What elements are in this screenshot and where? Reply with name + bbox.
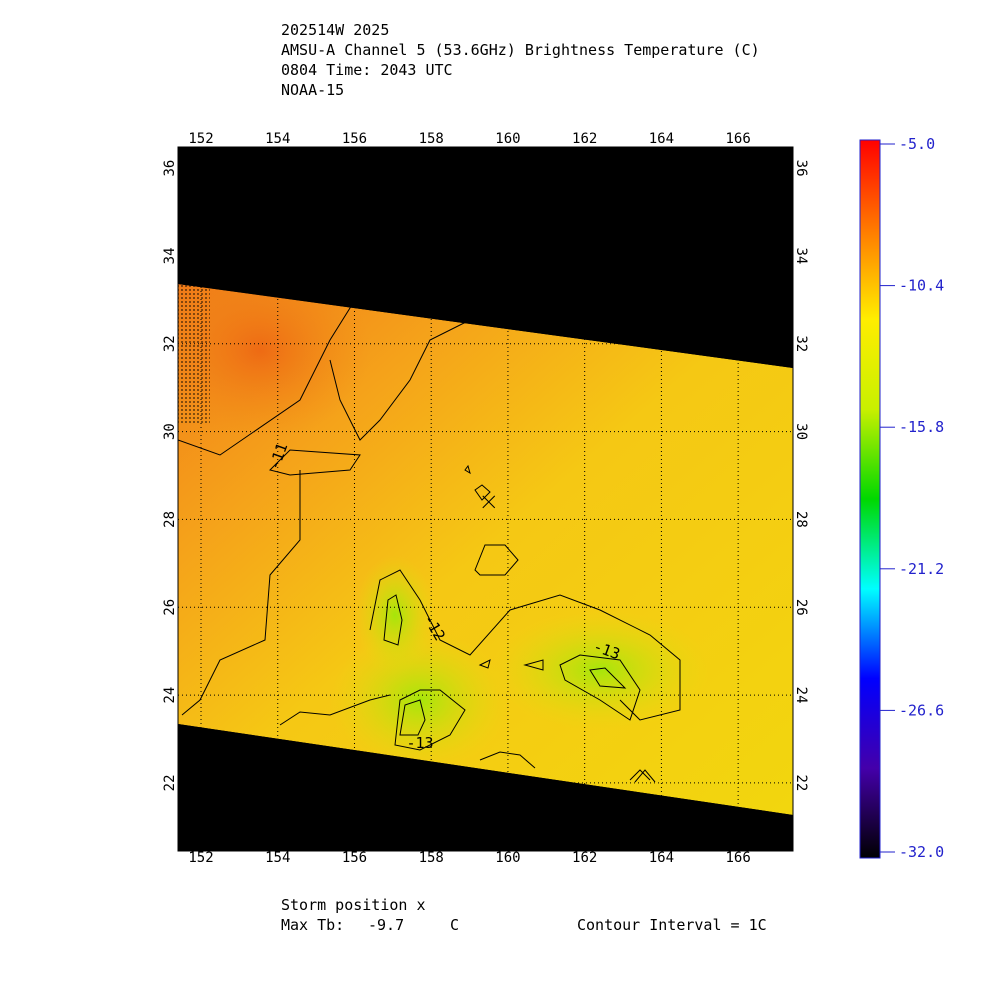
y-tick-label: 24 xyxy=(793,687,809,704)
y-tick-label: 22 xyxy=(793,774,809,791)
colorbar-tick-label: -26.6 xyxy=(899,701,944,719)
x-tick-label: 166 xyxy=(725,131,750,147)
time: 0804 Time: 2043 UTC xyxy=(281,61,453,79)
x-tick-label: 160 xyxy=(495,850,520,866)
colorbar-tick-label: -32.0 xyxy=(899,843,944,861)
storm-marker xyxy=(482,495,496,509)
x-tick-label: 162 xyxy=(572,850,597,866)
x-tick-label: 156 xyxy=(342,131,367,147)
y-tick-label: 36 xyxy=(793,160,809,177)
y-tick-label: 34 xyxy=(793,247,809,264)
y-tick-label: 22 xyxy=(162,774,178,791)
map xyxy=(178,147,793,851)
max-value: -9.7 xyxy=(368,916,404,934)
x-tick-label: 152 xyxy=(188,131,213,147)
x-tick-label: 162 xyxy=(572,131,597,147)
warm-area xyxy=(178,260,370,440)
cool-area xyxy=(355,555,435,675)
y-tick-label: 26 xyxy=(793,599,809,616)
x-tick-label: 166 xyxy=(725,850,750,866)
satellite: NOAA-15 xyxy=(281,81,344,99)
y-tick-label: 36 xyxy=(162,160,178,177)
y-tick-label: 32 xyxy=(793,335,809,352)
frame xyxy=(177,146,794,852)
y-tick-label: 24 xyxy=(162,687,178,704)
contours xyxy=(178,299,681,783)
y-tick-label: 34 xyxy=(162,247,178,264)
x-tick-label: 152 xyxy=(188,850,213,866)
contour-interval: Contour Interval = 1C xyxy=(577,916,767,934)
y-tick-label: 28 xyxy=(162,511,178,528)
y-tick-label: 28 xyxy=(793,511,809,528)
y-tick-label: 30 xyxy=(162,423,178,440)
max-label: Max Tb: xyxy=(281,916,344,934)
colorbar-tick-label: -10.4 xyxy=(899,277,944,295)
max-unit: C xyxy=(450,916,459,934)
cool-area xyxy=(490,610,710,730)
x-tick-label: 154 xyxy=(265,131,290,147)
x-tick-label: 164 xyxy=(649,131,674,147)
title: 202514W 2025 xyxy=(281,21,389,39)
x-tick-label: 158 xyxy=(419,850,444,866)
no-data xyxy=(178,147,793,851)
hatch xyxy=(178,284,210,424)
colorbar xyxy=(859,139,881,859)
x-tick-label: 158 xyxy=(419,131,444,147)
y-tick-label: 26 xyxy=(162,599,178,616)
x-tick-label: 154 xyxy=(265,850,290,866)
y-tick-label: 30 xyxy=(793,423,809,440)
storm-label: Storm position x xyxy=(281,896,426,914)
x-tick-label: 160 xyxy=(495,131,520,147)
colorbar-tick-label: -21.2 xyxy=(899,560,944,578)
contour-label: -13 xyxy=(406,734,433,752)
subtitle: AMSU-A Channel 5 (53.6GHz) Brightness Te… xyxy=(281,41,760,59)
x-tick-label: 164 xyxy=(649,850,674,866)
colorbar-tick-label: -15.8 xyxy=(899,418,944,436)
y-tick-label: 32 xyxy=(162,335,178,352)
colorbar-tick-label: -5.0 xyxy=(899,135,935,153)
x-tick-label: 156 xyxy=(342,850,367,866)
